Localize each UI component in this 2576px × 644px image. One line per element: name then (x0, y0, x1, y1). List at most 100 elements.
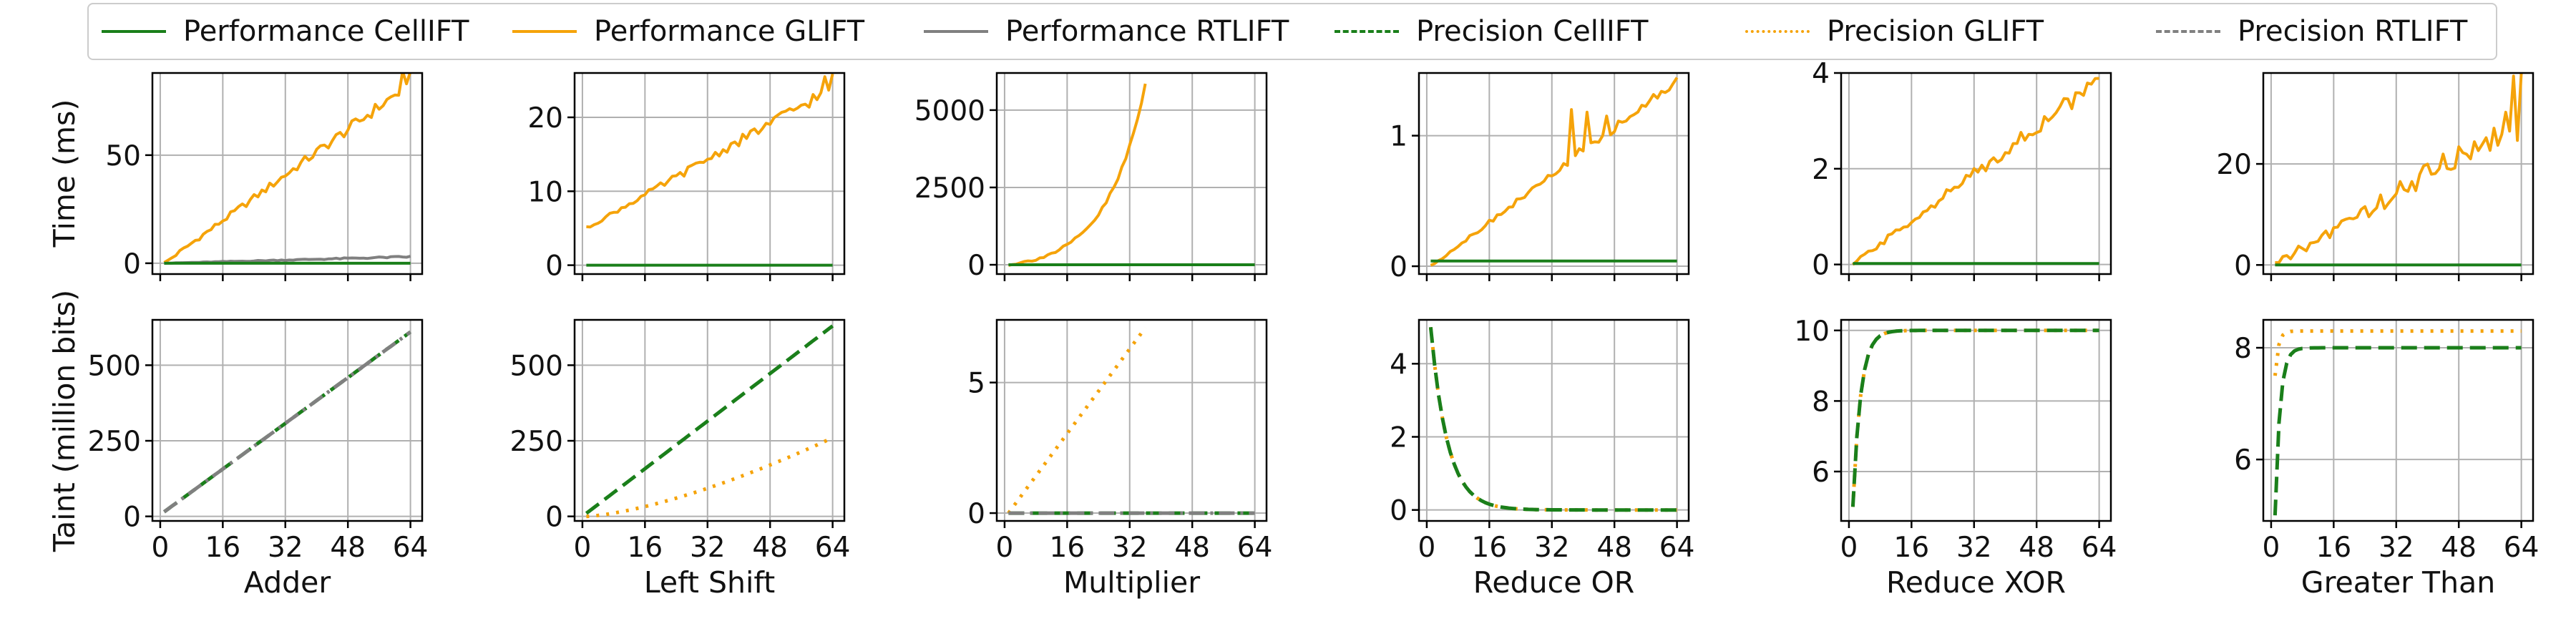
axes-frame (1840, 318, 2112, 522)
legend-item-performance-glift: Performance GLIFT (512, 4, 864, 59)
series-line-precision-rtlift (162, 330, 412, 514)
legend-item-performance-rtlift: Performance RTLIFT (924, 4, 1289, 59)
panel-multiplier-taint: 0 5 0 16 32 48 64 Multiplier (967, 318, 1273, 600)
x-tick-label: 0 (1418, 532, 1436, 564)
x-tick-label: 48 (1596, 532, 1632, 564)
x-tick-label: 16 (2316, 532, 2352, 564)
panel-reduce-xor-taint: 6 8 10 0 16 32 48 64 Reduce XOR (1794, 316, 2117, 600)
x-axis-label: Greater Than (2301, 565, 2495, 600)
legend-swatch (1335, 30, 1399, 33)
x-tick-label: 0 (2263, 532, 2280, 564)
panel-adder-time: 0 50 (105, 72, 424, 281)
y-tick-label: 0 (545, 502, 563, 534)
axes-frame (1840, 72, 2112, 275)
axes-frame (995, 318, 1268, 522)
x-axis-label: Reduce OR (1473, 565, 1634, 600)
x-axis-label: Left Shift (644, 565, 775, 600)
axes-frame (1418, 318, 1690, 522)
axes-frame (2262, 72, 2534, 275)
axes-frame (151, 72, 424, 275)
y-axis-label: Taint (million bits) (47, 290, 82, 552)
y-tick-label: 4 (1390, 348, 1407, 381)
panel-greater-than-taint: 6 8 0 16 32 48 64 Greater Than (2234, 318, 2539, 600)
x-tick-label: 0 (996, 532, 1014, 564)
panel-multiplier-time: 0 2500 5000 (914, 72, 1268, 282)
y-tick-label: 8 (2234, 333, 2252, 365)
series-line-performance-glift (1852, 77, 2099, 266)
y-axis-label: Time (ms) (47, 99, 82, 248)
legend-swatch (2156, 30, 2220, 33)
panel-reduce-or-taint: 0 2 4 0 16 32 48 64 Reduce OR (1390, 318, 1694, 600)
x-tick-label: 48 (330, 532, 366, 564)
x-tick-label: 16 (628, 532, 663, 564)
panel-reduce-or-time: 01 (1390, 72, 1690, 283)
y-tick-label: 5 (967, 368, 985, 400)
legend-label: Performance RTLIFT (1005, 15, 1289, 48)
x-tick-label: 16 (1050, 532, 1085, 564)
x-tick-label: 48 (752, 532, 788, 564)
y-tick-label: 10 (1794, 316, 1830, 348)
x-tick-label: 16 (205, 532, 241, 564)
x-axis-label: Adder (244, 565, 331, 600)
legend-label: Precision GLIFT (1827, 15, 2044, 48)
x-tick-label: 32 (2379, 532, 2414, 564)
x-tick-label: 48 (2441, 532, 2477, 564)
y-tick-label: 250 (510, 426, 563, 458)
axes-frame (573, 72, 846, 275)
legend-label: Precision RTLIFT (2238, 15, 2468, 48)
x-tick-label: 48 (1174, 532, 1210, 564)
x-tick-label: 32 (1112, 532, 1148, 564)
series-line-precision-glift (1007, 326, 1147, 514)
axes-frame (573, 318, 846, 522)
y-tick-label: 6 (1812, 457, 1830, 489)
axes-frame (1418, 72, 1690, 275)
series-line-precision-cellift (585, 324, 834, 515)
series-line-precision-cellift (2273, 346, 2522, 516)
y-tick-label: 0 (1812, 250, 1830, 282)
x-tick-label: 64 (815, 532, 851, 564)
panel-left-shift-time: 0 10 20 (527, 72, 846, 283)
y-tick-label: 20 (527, 102, 563, 135)
series-line-performance-glift (2275, 73, 2523, 264)
series-line-precision-glift (1850, 328, 2099, 507)
x-axis-label: Multiplier (1063, 565, 1200, 600)
series-line-performance-glift (1430, 77, 1679, 267)
legend-item-precision-rtlift: Precision RTLIFT (2156, 4, 2467, 59)
y-tick-label: 6 (2234, 444, 2252, 477)
y-tick-label: 0 (1390, 251, 1407, 283)
x-tick-label: 16 (1894, 532, 1930, 564)
panel-greater-than-time: 0 20 (2216, 72, 2534, 282)
legend-label: Precision CellIFT (1416, 15, 1649, 48)
x-tick-label: 32 (268, 532, 303, 564)
series-line-precision-glift (586, 436, 834, 519)
chart-legend: Performance CellIFT Performance GLIFT Perf… (87, 3, 2497, 60)
y-tick-label: 0 (123, 502, 141, 534)
series-line-performance-glift (163, 73, 412, 264)
panel-reduce-xor-time: 0 2 4 (1812, 58, 2112, 282)
y-tick-label: 0 (967, 498, 985, 530)
y-tick-label: 4 (1812, 58, 1830, 90)
axes-frame (995, 72, 1268, 275)
y-tick-label: 0 (967, 250, 985, 282)
x-tick-label: 64 (2082, 532, 2117, 564)
y-tick-label: 0 (545, 250, 563, 283)
x-tick-label: 64 (1237, 532, 1273, 564)
series-line-precision-cellift (1428, 326, 1677, 512)
series-line-performance-glift (1008, 83, 1147, 267)
legend-item-performance-cellift: Performance CellIFT (102, 4, 469, 59)
y-tick-label: 1 (1390, 121, 1407, 153)
legend-swatch (924, 30, 988, 33)
panel-left-shift-taint: 0 250 500 0 16 32 48 64 Left Shift (510, 318, 851, 600)
y-tick-label: 8 (1812, 386, 1830, 418)
y-tick-label: 0 (2234, 250, 2252, 282)
y-tick-label: 2 (1812, 154, 1830, 186)
y-tick-label: 50 (105, 140, 141, 172)
x-tick-label: 0 (152, 532, 170, 564)
x-tick-label: 32 (1534, 532, 1570, 564)
y-tick-label: 5000 (914, 95, 985, 127)
x-axis-label: Reduce XOR (1886, 565, 2066, 600)
series-line-performance-glift (586, 73, 834, 229)
series-line-precision-cellift (1850, 328, 2099, 507)
legend-item-precision-cellift: Precision CellIFT (1335, 4, 1649, 59)
